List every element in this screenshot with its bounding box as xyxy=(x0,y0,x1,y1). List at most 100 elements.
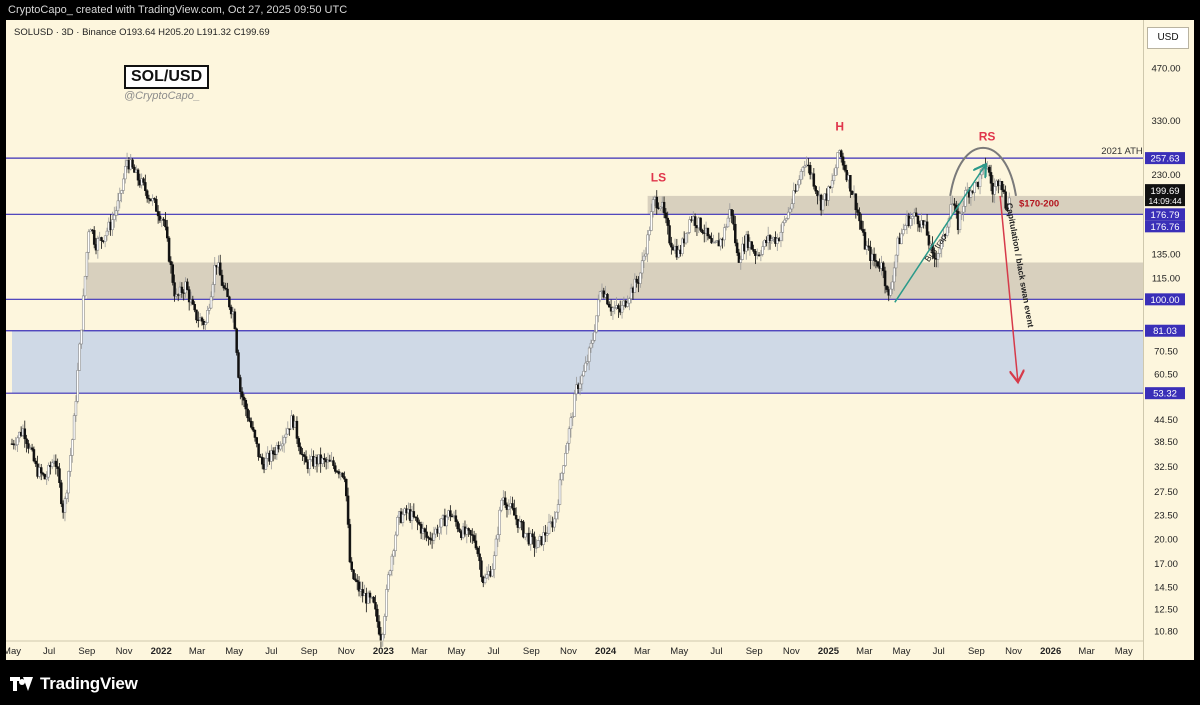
currency-selector[interactable]: USD xyxy=(1147,27,1189,49)
candle-body xyxy=(432,533,436,541)
candle-body xyxy=(529,533,532,545)
candle-body xyxy=(936,253,940,260)
mid-zone xyxy=(86,262,1145,300)
candle-body xyxy=(16,437,19,446)
candle-body xyxy=(973,182,976,193)
candle-body xyxy=(587,347,591,362)
chart-panel[interactable]: LS H RS 2021 ATH $170-200 Bull trap Capitulati… xyxy=(6,20,1194,660)
label-170-200-range: $170-200 xyxy=(1019,199,1059,210)
candle-body xyxy=(381,634,385,642)
candle-body xyxy=(500,499,503,511)
candle-body xyxy=(308,459,311,470)
candle-body xyxy=(522,521,525,538)
candle-body xyxy=(123,166,127,180)
candle-body xyxy=(776,238,779,244)
x-tick-label: Sep xyxy=(301,646,318,657)
price-badge xyxy=(1145,293,1185,306)
tradingview-logo[interactable]: TradingView xyxy=(10,674,138,694)
candle-body xyxy=(573,393,576,417)
label-left-shoulder: LS xyxy=(651,171,666,185)
candle-body xyxy=(476,547,480,555)
candle-body xyxy=(281,443,284,447)
candle-body xyxy=(388,570,392,576)
candle-body xyxy=(480,560,483,578)
price-badge-label: 53.32 xyxy=(1153,389,1177,400)
candle-body xyxy=(987,166,991,173)
candle-body xyxy=(498,509,501,535)
candle-body xyxy=(513,507,516,516)
candle-body xyxy=(14,444,17,446)
candle-body xyxy=(889,288,892,296)
candle-body xyxy=(752,249,755,252)
bar-countdown-label: 14:09:44 xyxy=(1148,196,1181,206)
candle-body xyxy=(608,303,611,308)
candle-body xyxy=(72,415,76,440)
candle-body xyxy=(471,534,474,536)
candle-body xyxy=(394,534,397,552)
candle-body xyxy=(892,267,896,283)
price-badge-label: 100.00 xyxy=(1150,295,1179,306)
candle-body xyxy=(445,516,448,527)
candle-body xyxy=(940,239,943,250)
candle-body xyxy=(12,443,16,446)
candle-body xyxy=(759,254,763,256)
candle-body xyxy=(472,535,476,542)
candle-body xyxy=(171,264,174,283)
pair-title: SOL/USD xyxy=(124,65,210,89)
author-caption: CryptoCapo_ created with TradingView.com… xyxy=(8,4,348,16)
candle-body xyxy=(253,429,257,438)
candle-body xyxy=(396,517,399,536)
x-tick-label: May xyxy=(670,646,688,657)
candle-body xyxy=(226,288,229,298)
candle-body xyxy=(92,230,96,245)
candle-body xyxy=(903,225,907,230)
candle-body xyxy=(891,281,894,290)
candle-body xyxy=(734,223,737,244)
candle-body xyxy=(465,528,469,535)
candle-body xyxy=(111,219,114,231)
candle-body xyxy=(783,219,786,224)
candle-body xyxy=(390,555,394,571)
candle-body xyxy=(730,209,733,216)
candle-body xyxy=(65,492,69,499)
candle-body xyxy=(792,190,795,204)
candle-body xyxy=(841,156,845,166)
candle-body xyxy=(87,231,90,253)
candle-body xyxy=(701,230,704,233)
candle-body xyxy=(162,218,165,221)
candle-body xyxy=(909,218,912,226)
candle-body xyxy=(206,310,209,323)
candle-body xyxy=(158,215,162,221)
candle-body xyxy=(894,254,898,269)
candle-body xyxy=(257,443,260,457)
price-badge-label: 81.03 xyxy=(1153,326,1177,337)
candle-body xyxy=(993,186,996,195)
candle-body xyxy=(374,602,377,610)
candle-body xyxy=(816,190,819,197)
candle-body xyxy=(942,233,945,241)
x-tick-label: May xyxy=(1115,646,1133,657)
x-tick-label: 2026 xyxy=(1040,646,1061,657)
candle-body xyxy=(83,276,87,297)
candle-body xyxy=(856,209,859,213)
x-tick-label: Nov xyxy=(783,646,800,657)
candle-body xyxy=(796,184,799,192)
candle-body xyxy=(635,278,638,283)
candle-body xyxy=(239,377,242,392)
candle-body xyxy=(164,220,167,228)
candle-body xyxy=(120,190,123,194)
candle-body xyxy=(47,465,50,478)
candle-body xyxy=(377,621,381,635)
candle-body xyxy=(803,165,806,168)
candle-body xyxy=(167,237,171,262)
candle-body xyxy=(1004,191,1007,209)
price-badge-label: 176.76 xyxy=(1150,222,1179,233)
candle-body xyxy=(332,460,335,466)
candle-body xyxy=(613,307,616,309)
candle-body xyxy=(69,455,72,472)
candle-body xyxy=(153,198,156,200)
candle-body xyxy=(606,294,609,305)
candle-body xyxy=(343,476,346,480)
candle-body xyxy=(279,445,282,450)
